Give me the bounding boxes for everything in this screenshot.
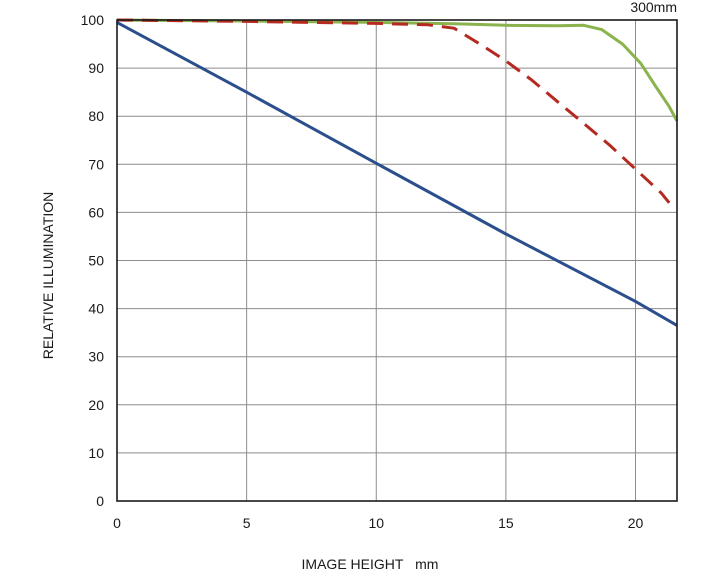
series-line-3 — [116, 21, 678, 327]
y-tick-label: 90 — [88, 60, 104, 76]
x-tick-label: 15 — [498, 515, 514, 531]
x-tick-label: 20 — [628, 515, 644, 531]
series-group — [116, 18, 679, 327]
x-tick-label: 10 — [368, 515, 384, 531]
y-tick-label: 10 — [88, 445, 104, 461]
y-tick-label: 30 — [88, 349, 104, 365]
x-tick-label: 5 — [243, 515, 251, 531]
y-axis-title: RELATIVE ILLUMINATION — [40, 192, 56, 360]
chart-title: 300mm — [630, 0, 677, 15]
y-tick-label: 0 — [96, 493, 104, 509]
y-tick-label: 60 — [88, 204, 104, 220]
y-tick-label: 80 — [88, 108, 104, 124]
series-line-1 — [116, 18, 679, 122]
grid — [116, 19, 677, 502]
y-tick-label: 40 — [88, 301, 104, 317]
series-line-2 — [116, 18, 671, 204]
plot-frame — [116, 19, 678, 502]
y-tick-label: 20 — [88, 397, 104, 413]
x-axis-title: IMAGE HEIGHT mm — [302, 556, 439, 570]
y-tick-label: 50 — [88, 253, 104, 269]
y-tick-label: 100 — [81, 12, 105, 28]
y-tick-label: 70 — [88, 156, 104, 172]
y-tick-labels: 0 10 20 30 40 50 60 70 80 90 100 — [81, 12, 105, 509]
x-tick-labels: 0 5 10 15 20 — [113, 515, 643, 531]
x-tick-label: 0 — [113, 515, 121, 531]
